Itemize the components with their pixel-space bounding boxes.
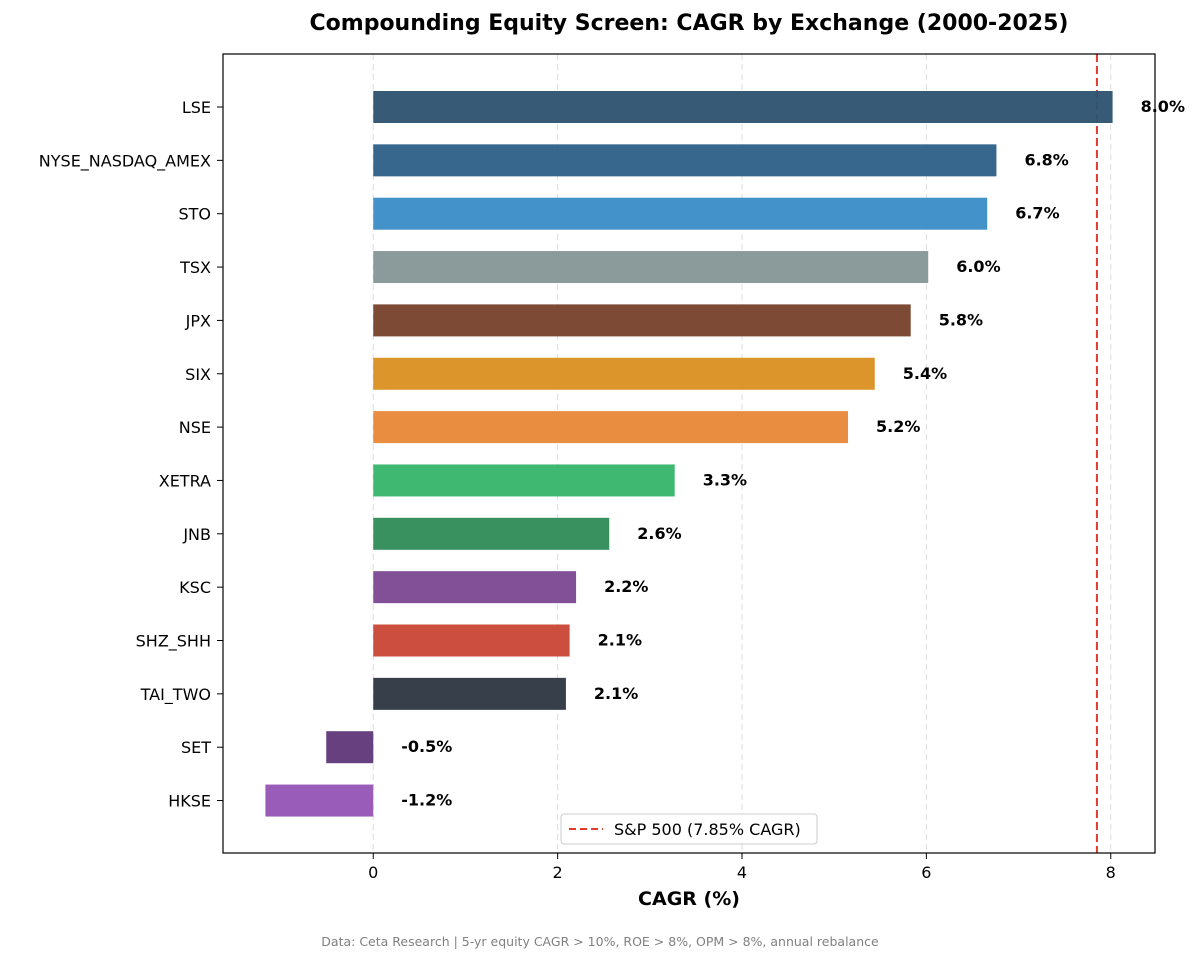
x-tick-label: 2 [553,863,563,882]
bar-sto [373,197,988,230]
plot-frame [222,53,1156,854]
y-tick-label: NYSE_NASDAQ_AMEX [39,151,211,171]
value-label: 6.8% [1024,150,1068,169]
bar-six [373,357,875,390]
grid-lines [372,54,1112,853]
value-label: 6.7% [1015,204,1059,223]
value-label: 3.3% [703,470,747,489]
value-label: -0.5% [401,737,452,756]
y-tick-label: XETRA [159,471,211,490]
y-tick-label: LSE [182,98,211,117]
bar-lse [373,91,1113,123]
legend-label: S&P 500 (7.85% CAGR) [614,820,801,839]
y-tick-label: TAI_TWO [140,685,211,705]
value-labels: 8.0% 6.8% 6.7% 6.0% 5.8% 5.4% 5.2% 3.3% 2.6% 2.2%… [401,97,1185,810]
bar-jnb [373,517,610,550]
value-label: 2.2% [604,577,648,596]
value-label: 5.2% [876,417,920,436]
y-tick-label: SIX [185,365,211,384]
y-tick-label: KSC [179,578,211,597]
x-tick-label: 4 [737,863,747,882]
y-tick-label: SET [181,738,211,757]
y-tick-label: SHZ_SHH [136,632,211,652]
y-tick-label: JNB [182,525,211,544]
x-axis-label: CAGR (%) [638,888,740,910]
value-label: 5.4% [903,364,947,383]
value-label: 6.0% [956,257,1000,276]
bar-ksc [373,571,577,604]
bar-set [326,731,374,764]
x-tick-label: 0 [368,863,378,882]
legend: S&P 500 (7.85% CAGR) [560,813,818,845]
y-tick-label: STO [178,205,211,224]
bar-nyse_nasdaq_amex [373,144,997,177]
value-label: 2.1% [594,684,638,703]
y-tick-label: TSX [179,258,211,277]
x-axis-ticks: 0 2 4 6 8 [368,853,1116,882]
x-tick-label: 8 [1106,863,1116,882]
value-label: 2.6% [637,524,681,543]
y-tick-label: JPX [185,311,211,330]
value-label: 2.1% [598,631,642,650]
y-tick-label: HKSE [168,792,211,811]
bar-shz_shh [373,624,570,657]
value-label: -1.2% [401,791,452,810]
bar-jpx [373,304,911,337]
legend-box [560,813,818,845]
value-label: 8.0% [1141,97,1185,116]
y-axis-ticks: LSE NYSE_NASDAQ_AMEX STO TSX JPX SIX NSE XETRA J… [39,98,223,811]
bar-nse [373,411,849,444]
value-label: 5.8% [939,310,983,329]
y-tick-label: NSE [179,418,211,437]
bar-tsx [373,251,929,284]
bar-xetra [373,464,675,497]
bar-tai_two [373,677,566,710]
footnote: Data: Ceta Research | 5-yr equity CAGR >… [321,934,879,949]
chart-title: Compounding Equity Screen: CAGR by Excha… [310,11,1069,36]
bar-hkse [265,784,374,817]
bars [265,91,1113,817]
x-tick-label: 6 [921,863,931,882]
